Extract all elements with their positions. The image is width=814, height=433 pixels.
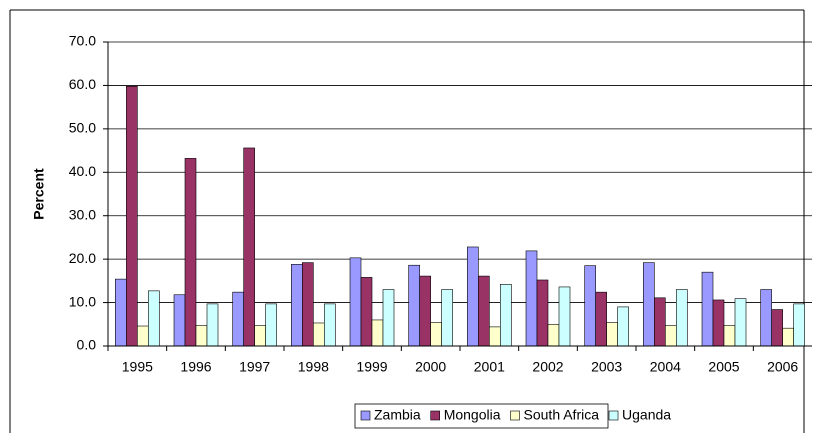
- x-tick-label: 2006: [767, 359, 798, 375]
- x-tick-label: 2001: [474, 359, 505, 375]
- bar: [313, 322, 325, 347]
- bar: [525, 250, 538, 347]
- bar: [430, 322, 442, 347]
- legend-swatch: [510, 410, 520, 421]
- bar: [584, 265, 596, 347]
- y-tick-label: 10.0: [69, 293, 96, 309]
- bar: [382, 289, 395, 347]
- bar: [115, 278, 127, 347]
- bar: [617, 306, 629, 347]
- y-tick-label: 70.0: [69, 33, 96, 49]
- bar: [148, 290, 160, 347]
- bar: [467, 246, 479, 347]
- bar: [489, 326, 501, 347]
- bar: [643, 262, 655, 347]
- bar: [782, 327, 794, 347]
- x-tick-label: 2005: [708, 359, 739, 375]
- bar: [441, 289, 453, 347]
- bar: [371, 319, 384, 347]
- bar: [712, 299, 725, 347]
- y-tick-label: 60.0: [69, 76, 96, 92]
- x-tick-label: 2003: [591, 359, 622, 375]
- bar: [184, 158, 197, 347]
- y-tick-label: 0.0: [77, 337, 97, 353]
- bar: [734, 298, 747, 347]
- bar: [232, 291, 244, 347]
- bar: [254, 325, 266, 347]
- bar: [676, 289, 688, 347]
- bar: [419, 275, 431, 347]
- x-tick-label: 1998: [298, 359, 329, 375]
- x-tick-label: 2002: [532, 359, 563, 375]
- y-tick-label: 40.0: [69, 163, 96, 179]
- y-tick-label: 20.0: [69, 250, 96, 266]
- legend-swatch: [360, 410, 371, 421]
- legend-swatch: [608, 410, 619, 421]
- bar: [478, 275, 490, 347]
- legend-label: South Africa: [524, 407, 600, 423]
- x-tick-label: 2000: [415, 359, 446, 375]
- legend-label: Uganda: [622, 407, 671, 423]
- bar: [137, 325, 149, 347]
- y-tick-label: 30.0: [69, 206, 96, 222]
- bar: [349, 257, 362, 347]
- bar: [595, 291, 607, 347]
- bar: [536, 279, 549, 347]
- bar: [500, 284, 512, 347]
- bar: [547, 323, 560, 347]
- bar: [665, 325, 677, 347]
- bar: [701, 271, 714, 347]
- bar: [760, 289, 772, 347]
- bar: [360, 277, 373, 347]
- x-tick-label: 1997: [239, 359, 270, 375]
- legend-label: Mongolia: [444, 407, 501, 423]
- y-axis-label: Percent: [31, 168, 47, 220]
- bar: [558, 286, 571, 347]
- bar: [324, 303, 336, 347]
- bar: [195, 325, 208, 347]
- bar: [408, 264, 420, 347]
- bar: [606, 322, 618, 347]
- bar: [723, 325, 736, 347]
- bar: [291, 264, 303, 347]
- bar: [206, 303, 219, 347]
- bar: [654, 297, 666, 347]
- x-tick-label: 1995: [122, 359, 153, 375]
- y-tick-label: 50.0: [69, 120, 96, 136]
- bar: [243, 147, 255, 347]
- x-tick-label: 1999: [356, 359, 387, 375]
- bar: [126, 85, 138, 347]
- legend-swatch: [430, 410, 440, 421]
- legend-label: Zambia: [374, 407, 421, 423]
- x-tick-label: 1996: [180, 359, 211, 375]
- legend-box: [354, 403, 609, 429]
- x-tick-label: 2004: [650, 359, 681, 375]
- bar: [771, 309, 783, 347]
- bar: [793, 303, 805, 347]
- bar: [302, 262, 314, 347]
- bar: [265, 303, 277, 347]
- bar: [173, 294, 186, 347]
